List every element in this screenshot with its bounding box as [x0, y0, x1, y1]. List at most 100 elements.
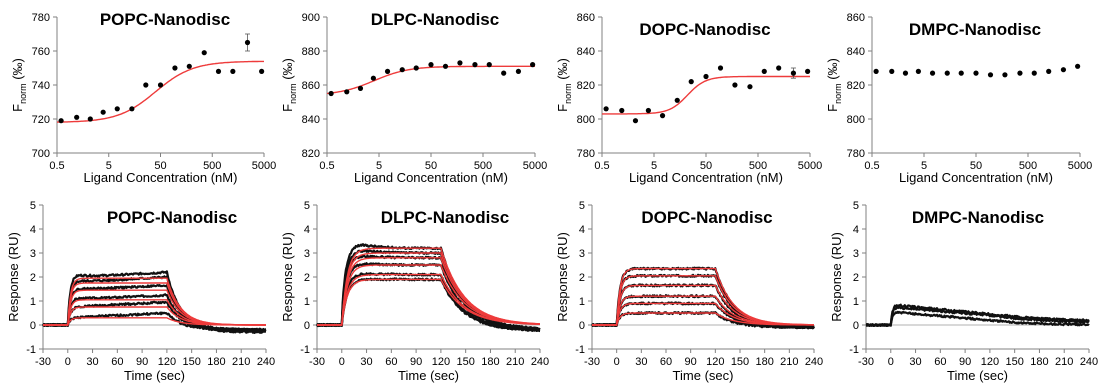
data-point [143, 82, 149, 88]
spr-panel-4: -1 0 1 2 3 4 5 -30 0 30 60 90 120 150 180 210 240 DMPC-Na… [829, 200, 1098, 383]
x-tick-label: 60 [660, 356, 672, 368]
y-tick-label: 760 [32, 46, 50, 58]
y-tick-label: 840 [302, 114, 320, 126]
x-tick-label: 30 [360, 356, 372, 368]
data-point [357, 85, 364, 91]
fit-curve [592, 267, 814, 326]
x-tick-label: -30 [858, 356, 874, 368]
data-point [688, 79, 694, 85]
y-tick-label: 800 [847, 114, 865, 126]
x-tick-label: 0.5 [319, 160, 334, 172]
x-tick-label: 60 [111, 356, 123, 368]
x-tick-label: 90 [136, 356, 148, 368]
x-tick-label: 240 [805, 356, 823, 368]
x-tick-label: 180 [481, 356, 499, 368]
x-tick-label: 150 [1005, 356, 1023, 368]
y-tick-label: 3 [30, 248, 36, 260]
x-tick-label: 500 [474, 160, 492, 172]
y-axis-label: Response (RU) [6, 232, 21, 322]
data-point [889, 68, 895, 74]
sensorgram-trace [865, 305, 1090, 327]
data-point [114, 106, 120, 112]
y-tick-label: 1 [304, 296, 310, 308]
panel-title: DOPC-Nanodisc [639, 20, 770, 39]
x-tick-label: 150 [731, 356, 749, 368]
y-label-main: F [555, 104, 570, 112]
x-tick-label: 0 [65, 356, 71, 368]
panel-title: DMPC-Nanodisc [909, 20, 1041, 39]
x-tick-label: 0 [888, 356, 894, 368]
data-point [172, 65, 178, 71]
y-tick-label: 5 [853, 200, 859, 212]
data-point [747, 84, 753, 90]
data-point [530, 62, 536, 68]
x-tick-label: -30 [584, 356, 600, 368]
data-point [619, 107, 625, 114]
data-point [1031, 70, 1037, 76]
x-tick-label: 5000 [523, 160, 547, 172]
panel-title: POPC-Nanodisc [107, 208, 237, 227]
fit-curve [592, 275, 814, 326]
y-tick-label: 820 [577, 80, 595, 92]
x-tick-label: 5000 [1068, 160, 1092, 172]
data-point [201, 50, 207, 56]
x-tick-label: 30 [86, 356, 98, 368]
data-point [790, 70, 797, 76]
x-tick-label: 90 [959, 356, 971, 368]
y-tick-label: 1 [853, 296, 859, 308]
data-point [1075, 63, 1081, 69]
y-tick-label: 0 [304, 320, 310, 332]
data-point [902, 70, 909, 76]
y-tick-label: 860 [577, 12, 595, 24]
mst-panel-1: 700 720 740 760 780 0.5 5 50 500 5000 POPC-Nanodis… [10, 10, 276, 185]
data-point [717, 65, 724, 71]
y-tick-label: -1 [300, 344, 310, 356]
data-point [958, 70, 964, 76]
x-tick-label: 500 [203, 160, 221, 172]
x-axis-label: Time (sec) [124, 368, 185, 383]
x-axis-label: Time (sec) [673, 368, 734, 383]
fit-curve [602, 75, 810, 115]
data-point [328, 90, 334, 97]
spr-panel-2: -1 0 1 2 3 4 5 -30 0 30 60 90 120 150 180 210 240 DLPC-Na… [280, 200, 549, 383]
data-point [1017, 70, 1023, 76]
data-point [761, 68, 767, 74]
data-point [344, 89, 350, 95]
x-tick-label: 120 [981, 356, 999, 368]
x-tick-label: -30 [309, 356, 325, 368]
spr-panel-1: -1 0 1 2 3 4 5 -30 0 30 60 90 120 150 180 210 240 POPC-Na… [6, 200, 275, 383]
data-point [129, 106, 135, 112]
y-tick-label: 820 [302, 148, 320, 160]
x-axis-label: Time (sec) [947, 368, 1008, 383]
sensorgram-trace [865, 310, 1090, 327]
x-tick-label: 0.5 [594, 160, 609, 172]
data-point [472, 62, 478, 68]
x-tick-label: 5 [651, 160, 657, 172]
y-tick-label: 5 [579, 200, 585, 212]
y-tick-label: 740 [32, 80, 50, 92]
mst-panel-3: 780 800 820 840 860 0.5 5 50 500 5000 DOPC-Nanodis… [555, 12, 822, 185]
y-tick-label: 720 [32, 114, 50, 126]
x-tick-label: 60 [385, 356, 397, 368]
y-label-unit: (‰) [280, 58, 295, 83]
data-point [186, 63, 192, 69]
y-label-main: F [825, 104, 840, 112]
y-label-main: F [280, 104, 295, 112]
fit-curve [43, 306, 266, 326]
x-axis-label: Time (sec) [398, 368, 459, 383]
y-tick-label: 4 [579, 224, 585, 236]
data-point [1046, 68, 1052, 74]
mst-panel-4: 780 800 820 840 860 0.5 5 50 500 5000 DMPC-Nanodis… [825, 12, 1092, 185]
panel-title: POPC-Nanodisc [100, 10, 230, 29]
fit-curve [326, 65, 535, 95]
x-tick-label: 180 [207, 356, 225, 368]
y-tick-label: 860 [847, 12, 865, 24]
data-point [74, 114, 80, 120]
x-axis-label: Ligand Concentration (nM) [84, 170, 238, 185]
y-tick-label: -1 [26, 344, 36, 356]
y-tick-label: 840 [847, 46, 865, 58]
x-tick-label: -30 [35, 356, 51, 368]
mst-panel-2: 820 840 860 880 900 0.5 5 50 500 5000 DLPC-Nanodis… [280, 10, 547, 185]
data-point [442, 63, 449, 69]
x-tick-label: 240 [257, 356, 275, 368]
